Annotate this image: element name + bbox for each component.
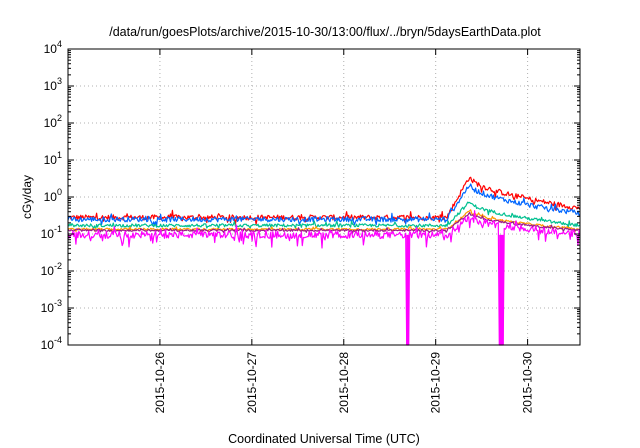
series-line-red: [67, 176, 581, 225]
series-line-purple: [67, 211, 581, 234]
x-tick-label: 2015-10-27: [245, 352, 259, 414]
grid-lines: [68, 49, 580, 345]
x-tick-label: 2015-10-30: [521, 352, 535, 414]
y-tick-label: 101: [44, 150, 62, 167]
x-axis-label: Coordinated Universal Time (UTC): [228, 432, 420, 446]
y-tick-label: 10-3: [41, 298, 62, 315]
y-tick-label: 104: [44, 39, 62, 56]
y-tick-label: 10-2: [41, 261, 62, 278]
chart-title: /data/run/goesPlots/archive/2015-10-30/1…: [109, 25, 541, 39]
y-tick-label: 100: [44, 187, 62, 204]
y-tick-label: 102: [44, 113, 62, 130]
series-lines: [67, 176, 581, 346]
x-tick-label: 2015-10-26: [153, 352, 167, 414]
series-line-magenta: [67, 210, 581, 346]
axes: 10-4 10-3 10-2 10-1 100 101 102 103 104 2015-10-2…: [41, 39, 580, 413]
y-tick-label: 10-4: [41, 335, 62, 352]
series-line-green: [67, 201, 581, 231]
y-axis-label: cGy/day: [20, 175, 34, 219]
y-tick-label: 10-1: [41, 224, 62, 241]
x-tick-label: 2015-10-29: [429, 352, 443, 414]
x-tick-label: 2015-10-28: [337, 352, 351, 414]
dropout-bar-magenta: [406, 234, 410, 345]
series-line-blue: [67, 183, 581, 227]
y-tick-label: 103: [44, 76, 62, 93]
dropout-bar-magenta: [499, 234, 504, 345]
